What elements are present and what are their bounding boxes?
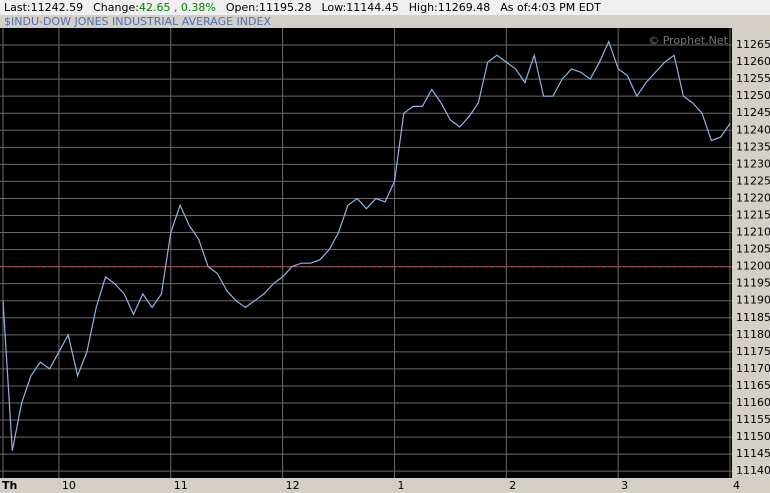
y-tick-label: 11265 — [736, 38, 770, 51]
y-tick-label: 11235 — [736, 140, 770, 153]
x-tick-label: 2 — [509, 479, 516, 492]
quote-value: 4:03 PM EDT — [530, 1, 601, 14]
quote-value: 11242.59 — [30, 1, 84, 14]
y-tick-label: 11140 — [736, 464, 770, 477]
y-tick-label: 11220 — [736, 191, 770, 204]
y-tick-label: 11175 — [736, 345, 770, 358]
quote-item: Open:11195.28 — [226, 1, 312, 14]
y-tick-label: 11205 — [736, 243, 770, 256]
quote-label: Open: — [225, 1, 259, 14]
quote-value: 11269.48 — [437, 1, 491, 14]
y-tick-label: 11145 — [736, 447, 770, 460]
quote-label: As of: — [500, 1, 531, 14]
quote-value: 42.65 , 0.38% — [138, 1, 216, 14]
y-tick-label: 11165 — [736, 379, 770, 392]
x-tick-label: 12 — [286, 479, 300, 492]
y-tick-label: 11185 — [736, 311, 770, 324]
y-tick-label: 11210 — [736, 226, 770, 239]
x-tick-label: Th — [2, 479, 17, 492]
quote-item: High:11269.48 — [409, 1, 491, 14]
y-tick-label: 11155 — [736, 413, 770, 426]
y-tick-label: 11260 — [736, 55, 770, 68]
price-line — [2, 39, 731, 451]
quote-label: Last: — [4, 1, 31, 14]
y-tick-label: 11225 — [736, 174, 770, 187]
x-tick-label: 4 — [733, 479, 740, 492]
y-tick-label: 11255 — [736, 72, 770, 85]
quote-item: Last:11242.59 — [4, 1, 83, 14]
title-bar — [0, 15, 770, 28]
chart: $INDU-DOW JONES INDUSTRIAL AVERAGE INDEX… — [0, 15, 770, 492]
plot-area — [0, 28, 732, 478]
x-tick-label: 10 — [62, 479, 76, 492]
y-tick-label: 11180 — [736, 328, 770, 341]
y-tick-label: 11230 — [736, 157, 770, 170]
quote-item: As of:4:03 PM EDT — [500, 1, 601, 14]
watermark: © Prophet.Net — [648, 34, 728, 47]
y-tick-label: 11160 — [736, 396, 770, 409]
y-tick-label: 11150 — [736, 430, 770, 443]
y-tick-label: 11170 — [736, 362, 770, 375]
x-tick-label: 1 — [397, 479, 404, 492]
y-tick-label: 11195 — [736, 277, 770, 290]
chart-title: $INDU-DOW JONES INDUSTRIAL AVERAGE INDEX — [4, 15, 271, 28]
x-tick-label: 3 — [621, 479, 628, 492]
quote-label: High: — [408, 1, 438, 14]
quote-header: Last:11242.59 Change:42.65 , 0.38% Open:11… — [0, 0, 770, 15]
quote-label: Change: — [93, 1, 139, 14]
y-tick-label: 11215 — [736, 209, 770, 222]
y-tick-label: 11250 — [736, 89, 770, 102]
quote-label: Low: — [321, 1, 347, 14]
quote-item: Change:42.65 , 0.38% — [93, 1, 216, 14]
y-tick-label: 11190 — [736, 294, 770, 307]
x-tick-label: 11 — [174, 479, 188, 492]
quote-value: 11144.45 — [346, 1, 399, 14]
y-tick-label: 11200 — [736, 260, 770, 273]
quote-value: 11195.28 — [258, 1, 312, 14]
y-tick-label: 11240 — [736, 123, 770, 136]
quote-item: Low:11144.45 — [321, 1, 398, 14]
y-tick-label: 11245 — [736, 106, 770, 119]
